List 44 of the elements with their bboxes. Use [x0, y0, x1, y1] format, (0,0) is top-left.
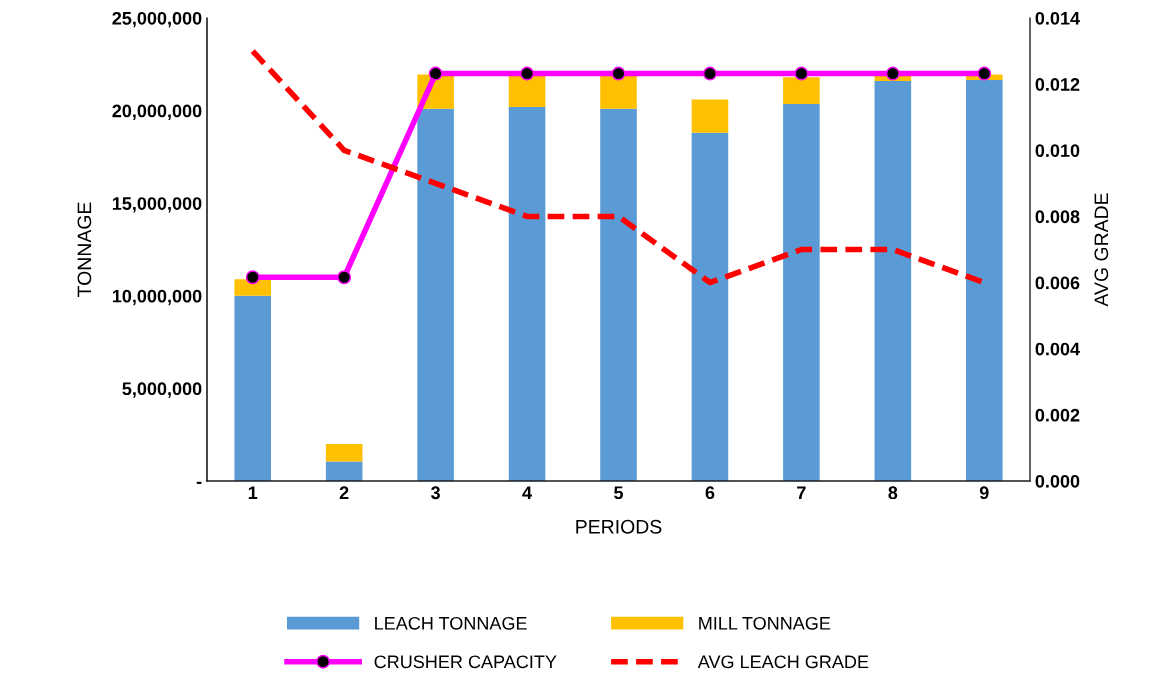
x-tick-label: 1: [248, 486, 258, 499]
y-tick-label: -: [196, 481, 202, 484]
x-tick-label: 9: [979, 486, 989, 500]
bar: [783, 104, 820, 481]
bar: [691, 99, 729, 133]
y2-axis-title: AVG GRADE: [1094, 193, 1109, 307]
y2-tick-label: 0.000: [1035, 474, 1080, 488]
legend-label: CRUSHER CAPACITY: [374, 655, 557, 669]
bar: [600, 108, 637, 481]
y-tick-label: 20,000,000: [112, 104, 202, 120]
bar: [965, 80, 1003, 481]
bar: [508, 74, 546, 107]
bar: [600, 74, 637, 109]
bar: [234, 295, 272, 481]
y2-tick-label: 0.006: [1035, 276, 1080, 290]
x-axis-title: PERIODS: [576, 519, 662, 534]
y2-tick-label: 0.004: [1035, 342, 1080, 356]
bar: [325, 443, 363, 462]
bar: [417, 108, 454, 481]
y2-tick-label: 0.010: [1035, 144, 1080, 158]
legend-label: MILL TONNAGE: [699, 616, 831, 630]
y2-tick-label: 0.012: [1035, 78, 1080, 91]
y2-tick-label: 0.008: [1035, 210, 1080, 224]
legend-label: AVG LEACH GRADE: [697, 655, 869, 669]
bar: [874, 80, 912, 481]
y-tick-label: 5,000,000: [122, 382, 202, 398]
bar: [508, 106, 546, 481]
legend-label: LEACH TONNAGE: [375, 616, 527, 630]
x-tick-label: 7: [797, 486, 806, 499]
bar: [325, 461, 363, 481]
y-tick-label: 15,000,000: [112, 197, 202, 213]
x-tick-label: 4: [522, 486, 532, 499]
bar: [691, 132, 729, 481]
y-tick-label: 10,000,000: [112, 289, 202, 306]
x-tick-label: 2: [339, 486, 349, 499]
x-tick-label: 3: [431, 486, 440, 500]
y-tick-label: 25,000,000: [112, 11, 202, 28]
x-tick-label: 6: [705, 486, 715, 500]
x-tick-label: 5: [614, 486, 624, 500]
y2-tick-label: 0.002: [1035, 408, 1080, 422]
bar: [783, 77, 820, 105]
y2-tick-label: 0.014: [1035, 11, 1080, 25]
y-axis-title: TONNAGE: [77, 202, 92, 297]
x-tick-label: 8: [888, 486, 898, 500]
